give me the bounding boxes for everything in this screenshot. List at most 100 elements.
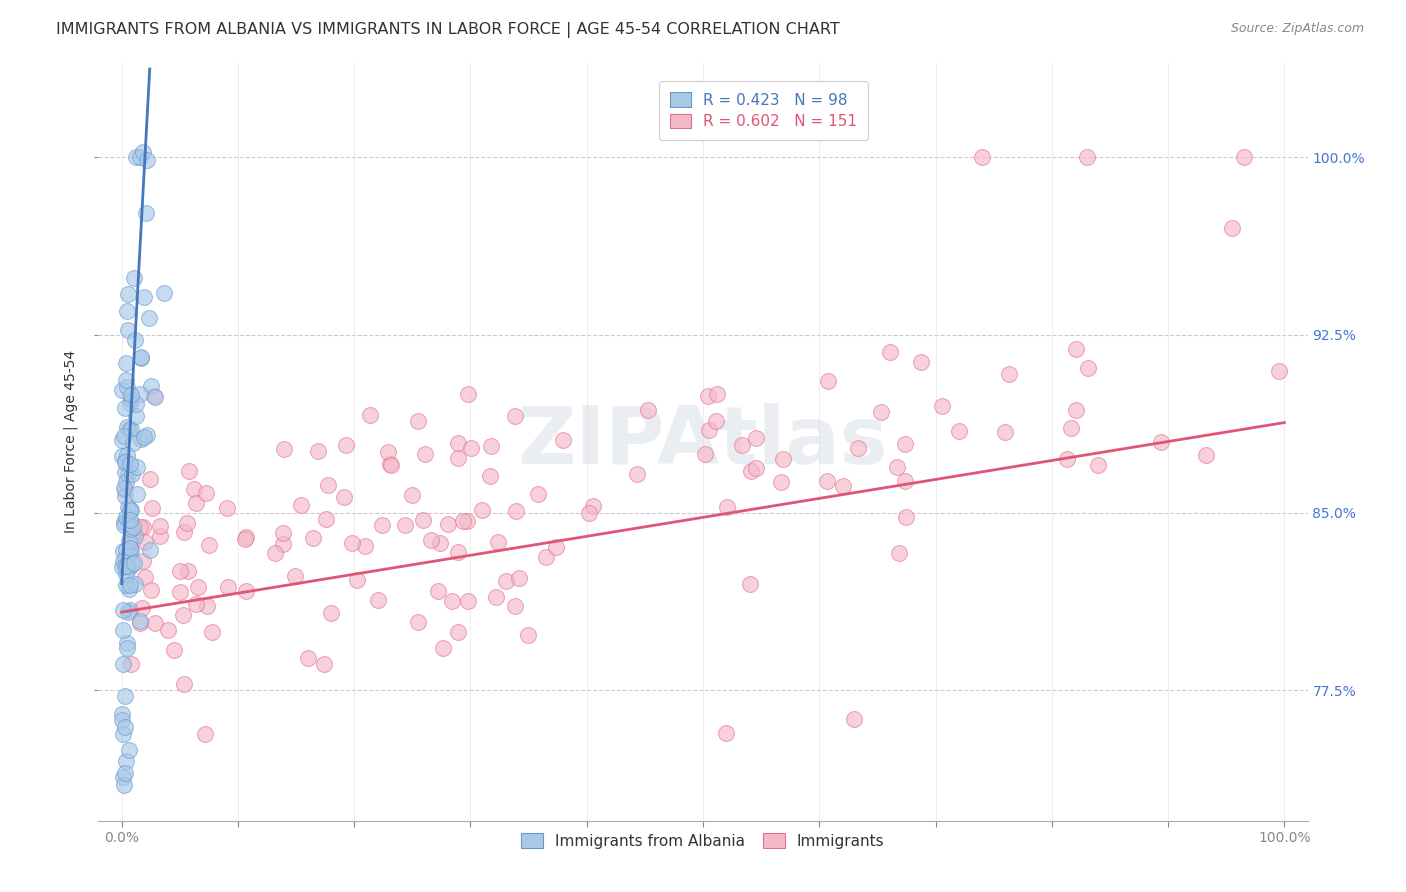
Point <box>114 543 136 558</box>
Point <box>432 640 454 655</box>
Point <box>479 469 502 483</box>
Point <box>832 479 855 493</box>
Legend: Immigrants from Albania, Immigrants: Immigrants from Albania, Immigrants <box>515 827 891 855</box>
Point <box>447 450 470 465</box>
Point <box>114 453 136 467</box>
Point <box>115 566 138 581</box>
Point <box>447 545 470 559</box>
Point <box>111 706 134 721</box>
Point <box>697 423 720 437</box>
Point <box>503 409 526 424</box>
Point <box>129 520 152 534</box>
Point <box>745 461 768 475</box>
Point <box>143 389 166 403</box>
Point <box>420 533 443 547</box>
Point <box>152 285 174 300</box>
Point <box>118 457 141 471</box>
Point <box>124 333 146 347</box>
Point <box>145 615 167 630</box>
Point <box>169 585 191 599</box>
Point <box>451 514 474 528</box>
Point <box>582 499 605 513</box>
Point <box>471 502 494 516</box>
Point <box>745 431 768 445</box>
Point <box>321 606 343 620</box>
Point <box>118 422 141 436</box>
Point <box>307 444 329 458</box>
Point <box>436 517 458 532</box>
Point <box>495 574 517 588</box>
Point <box>112 623 135 637</box>
Point <box>112 657 135 671</box>
Point <box>120 388 142 402</box>
Point <box>1268 364 1291 378</box>
Point <box>457 594 479 608</box>
Point <box>111 449 134 463</box>
Point <box>731 438 754 452</box>
Point <box>706 387 728 401</box>
Point <box>697 389 720 403</box>
Point <box>114 489 136 503</box>
Point <box>910 354 932 368</box>
Point <box>233 532 256 546</box>
Point <box>412 513 434 527</box>
Point <box>441 594 464 608</box>
Point <box>172 607 194 622</box>
Point <box>637 403 659 417</box>
Point <box>132 430 155 444</box>
Point <box>503 599 526 613</box>
Point <box>131 145 153 160</box>
Point <box>948 425 970 439</box>
Point <box>312 657 335 672</box>
Point <box>114 551 136 566</box>
Point <box>377 444 399 458</box>
Point <box>1066 403 1088 417</box>
Point <box>177 564 200 578</box>
Point <box>115 641 138 656</box>
Point <box>118 742 141 756</box>
Point <box>931 400 953 414</box>
Text: ZIPAtlas: ZIPAtlas <box>517 402 889 481</box>
Point <box>302 531 325 545</box>
Point <box>115 755 138 769</box>
Point <box>271 525 294 540</box>
Point <box>124 150 146 164</box>
Point <box>380 458 402 472</box>
Point <box>139 582 162 597</box>
Point <box>118 582 141 596</box>
Point <box>447 436 470 450</box>
Point <box>235 583 257 598</box>
Point <box>114 719 136 733</box>
Point <box>122 557 145 571</box>
Point <box>359 408 381 422</box>
Point <box>879 345 901 359</box>
Point <box>340 536 363 550</box>
Text: IMMIGRANTS FROM ALBANIA VS IMMIGRANTS IN LABOR FORCE | AGE 45-54 CORRELATION CHA: IMMIGRANTS FROM ALBANIA VS IMMIGRANTS IN… <box>56 22 839 38</box>
Point <box>114 689 136 703</box>
Point <box>353 539 375 553</box>
Point <box>1233 150 1256 164</box>
Point <box>136 153 159 167</box>
Point <box>115 304 138 318</box>
Point <box>183 483 205 497</box>
Point <box>1150 435 1173 450</box>
Point <box>120 503 142 517</box>
Point <box>394 517 416 532</box>
Point <box>1064 342 1087 356</box>
Point <box>132 520 155 534</box>
Point <box>115 420 138 434</box>
Point <box>139 543 162 558</box>
Point <box>122 517 145 532</box>
Point <box>134 570 156 584</box>
Point <box>117 379 139 393</box>
Point <box>201 625 224 640</box>
Point <box>112 429 135 443</box>
Point <box>413 447 436 461</box>
Point <box>141 501 163 516</box>
Point <box>173 677 195 691</box>
Point <box>1056 452 1078 467</box>
Point <box>118 544 141 558</box>
Point <box>704 414 727 428</box>
Point <box>217 580 239 594</box>
Point <box>894 509 917 524</box>
